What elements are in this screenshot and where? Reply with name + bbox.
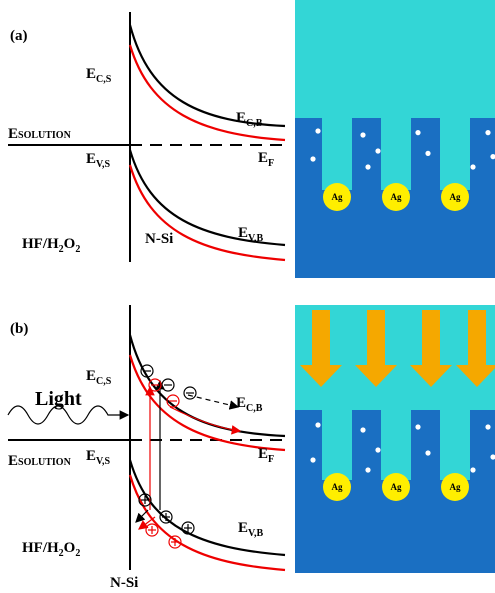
panel-label: (a) <box>10 28 28 44</box>
etchant-dot <box>315 422 320 427</box>
hole-flow <box>136 510 148 522</box>
ev-b-label-main: E <box>238 225 248 241</box>
ag-label: Ag <box>391 482 402 492</box>
ev-s-label: EV,S <box>86 448 110 467</box>
etchant-dot <box>415 130 420 135</box>
pore <box>381 410 411 480</box>
figure: (a)EC,SEC,BESOLUTIONEV,SEFEV,BHF/H2O2N-S… <box>0 0 495 593</box>
esolution-label: ESOLUTION <box>8 126 72 142</box>
etchant-dot <box>365 164 370 169</box>
ev-s-label: EV,S <box>86 151 110 170</box>
electron-flow <box>188 395 238 407</box>
panel-label: (b) <box>10 321 28 337</box>
light-label: Light <box>35 388 82 410</box>
ev-b-label-sub: V,B <box>248 233 263 244</box>
ev-b-label: EV,B <box>238 520 263 539</box>
esolution-label-main: E <box>8 126 18 142</box>
ec-b-label-main: E <box>236 110 246 126</box>
ev-b-label: EV,B <box>238 225 263 244</box>
etchant-dot <box>310 156 315 161</box>
nsi-label: N-Si <box>145 231 173 247</box>
esolution-label-sub: SOLUTION <box>18 457 72 468</box>
pore <box>322 410 352 480</box>
valence-band-red <box>130 475 285 570</box>
nsi-label: N-Si <box>110 575 138 591</box>
ec-s-label-sub: C,S <box>96 376 112 387</box>
etchant-dot <box>365 467 370 472</box>
hf-part: HF/H <box>22 540 59 556</box>
etchant-dot <box>425 450 430 455</box>
ef-label-sub: F <box>268 454 274 465</box>
etchant-dot <box>315 128 320 133</box>
ev-b-label-sub: V,B <box>248 528 263 539</box>
pore <box>440 410 470 480</box>
ef-label-main: E <box>258 446 268 462</box>
etchant-dot <box>360 427 365 432</box>
esolution-label-sub: SOLUTION <box>18 130 72 141</box>
etchant-dot <box>485 130 490 135</box>
conduction-band <box>130 25 285 126</box>
ec-s-label-main: E <box>86 66 96 82</box>
ev-s-label-main: E <box>86 151 96 167</box>
hf-part: O <box>64 540 76 556</box>
ec-s-label: EC,S <box>86 368 112 387</box>
ev-s-label-sub: V,S <box>96 159 110 170</box>
ef-label-main: E <box>258 150 268 166</box>
etchant-dot <box>470 164 475 169</box>
ev-s-label-sub: V,S <box>96 456 110 467</box>
ec-b-label-main: E <box>236 395 246 411</box>
ec-b-label-sub: C,B <box>246 118 263 129</box>
ec-s-label-main: E <box>86 368 96 384</box>
hf-label: HF/H2O2 <box>22 236 80 255</box>
hf-part: O <box>64 236 76 252</box>
hf-part: 2 <box>75 244 80 255</box>
etchant-dot <box>485 424 490 429</box>
etchant-dot <box>375 447 380 452</box>
ag-label: Ag <box>332 192 343 202</box>
ev-b-label-main: E <box>238 520 248 536</box>
etchant-dot <box>415 424 420 429</box>
pore <box>322 118 352 190</box>
etchant-dot <box>310 457 315 462</box>
pore <box>440 118 470 190</box>
ag-label: Ag <box>450 192 461 202</box>
ef-label-sub: F <box>268 158 274 169</box>
ev-s-label-main: E <box>86 448 96 464</box>
valence-band <box>130 460 285 555</box>
hf-label: HF/H2O2 <box>22 540 80 559</box>
ec-s-label-sub: C,S <box>96 74 112 85</box>
ec-b-label-sub: C,B <box>246 403 263 414</box>
ef-label: EF <box>258 150 274 169</box>
etchant-dot <box>425 151 430 156</box>
pore <box>381 118 411 190</box>
ag-label: Ag <box>450 482 461 492</box>
holes-red <box>146 524 181 548</box>
electrons-red <box>149 379 179 407</box>
ec-s-label: EC,S <box>86 66 112 85</box>
ag-label: Ag <box>391 192 402 202</box>
ec-b-label: EC,B <box>236 395 263 414</box>
esolution-label-main: E <box>8 453 18 469</box>
etchant-dot <box>360 132 365 137</box>
ec-b-label: EC,B <box>236 110 263 129</box>
etchant-dot <box>375 148 380 153</box>
etchant-dot <box>470 467 475 472</box>
hf-part: 2 <box>75 548 80 559</box>
ag-label: Ag <box>332 482 343 492</box>
hf-part: HF/H <box>22 236 59 252</box>
esolution-label: ESOLUTION <box>8 453 72 469</box>
